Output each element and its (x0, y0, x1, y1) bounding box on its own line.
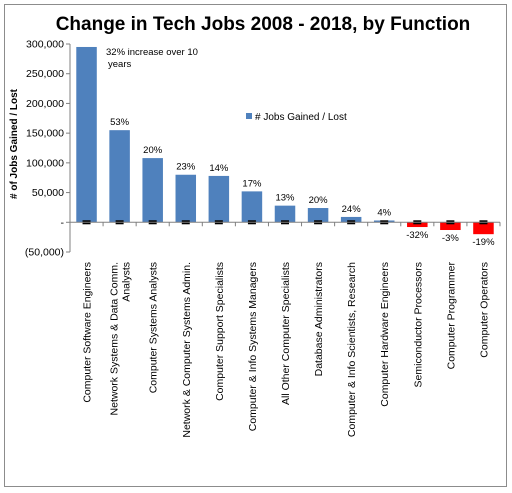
y-tick-label: 50,000 (32, 187, 64, 199)
data-label: 20% (143, 145, 163, 156)
data-label: -32% (406, 230, 429, 241)
x-tick-label: Network Systems & Data Comm. (109, 262, 121, 415)
annotation-line: years (108, 59, 131, 70)
x-tick-label: Database Administrators (313, 262, 325, 376)
y-tick-label: 100,000 (26, 157, 64, 169)
data-label: 23% (176, 162, 196, 173)
x-tick-label: Network & Computer Systems Admin. (181, 262, 193, 438)
x-tick-label: Computer Systems Analysts (148, 262, 160, 393)
axes: (50,000) - 50,000 100,000 150,000 200,000 250,… (25, 39, 501, 438)
y-tick-label: 150,000 (26, 128, 64, 140)
legend-label: # Jobs Gained / Lost (255, 112, 347, 123)
bar (274, 205, 296, 223)
bar (109, 130, 130, 223)
y-tick-label: - (61, 217, 65, 229)
bar (340, 216, 362, 223)
legend-swatch (246, 113, 252, 119)
y-tick-label: 300,000 (26, 39, 64, 51)
data-label: 13% (275, 193, 295, 204)
data-label: 4% (377, 208, 391, 219)
x-tick-label: All Other Computer Specialists (280, 262, 292, 405)
bar (307, 208, 329, 223)
data-label: -19% (472, 237, 495, 248)
data-label: -3% (442, 233, 459, 244)
bar (473, 222, 494, 235)
bar (208, 175, 230, 223)
data-labels: 32% increase over 10 years 53% 20% 23% 14% 17%… (106, 47, 495, 248)
x-tick-label: Computer & Info Systems Managers (247, 262, 259, 431)
bar (241, 191, 263, 223)
y-tick-label: 200,000 (26, 98, 64, 110)
legend: # Jobs Gained / Lost (246, 112, 347, 123)
x-tick-label: Analysts (121, 262, 133, 302)
x-tick-label: Computer Hardware Engineers (379, 262, 391, 407)
annotation-line: 32% increase over 10 (106, 47, 198, 58)
y-axis-label: # of Jobs Gained / Lost (9, 88, 20, 199)
x-tick-label: Computer Software Engineers (82, 262, 94, 403)
bar (76, 46, 97, 223)
data-label: 20% (309, 195, 329, 206)
bars (76, 46, 494, 235)
y-tick-label: (50,000) (25, 247, 64, 259)
data-label: 14% (209, 163, 229, 174)
bar (440, 222, 461, 231)
x-tick-label: Computer Operators (478, 262, 490, 358)
bar (142, 158, 163, 223)
x-tick-label: Semiconductor Processors (412, 262, 424, 387)
x-tick-label: Computer Support Specialists (214, 262, 226, 401)
data-label: 53% (110, 117, 130, 128)
bar (407, 222, 428, 228)
x-tick-label: Computer & Info Scientists, Research (346, 262, 358, 437)
data-label: 17% (242, 178, 262, 189)
chart-title: Change in Tech Jobs 2008 - 2018, by Func… (56, 14, 471, 35)
data-label: 24% (342, 204, 362, 215)
bar (175, 174, 197, 223)
x-tick-label: Computer Programmer (445, 262, 457, 370)
annotation-label: 32% increase over 10 years (106, 47, 198, 70)
y-tick-label: 250,000 (26, 68, 64, 80)
